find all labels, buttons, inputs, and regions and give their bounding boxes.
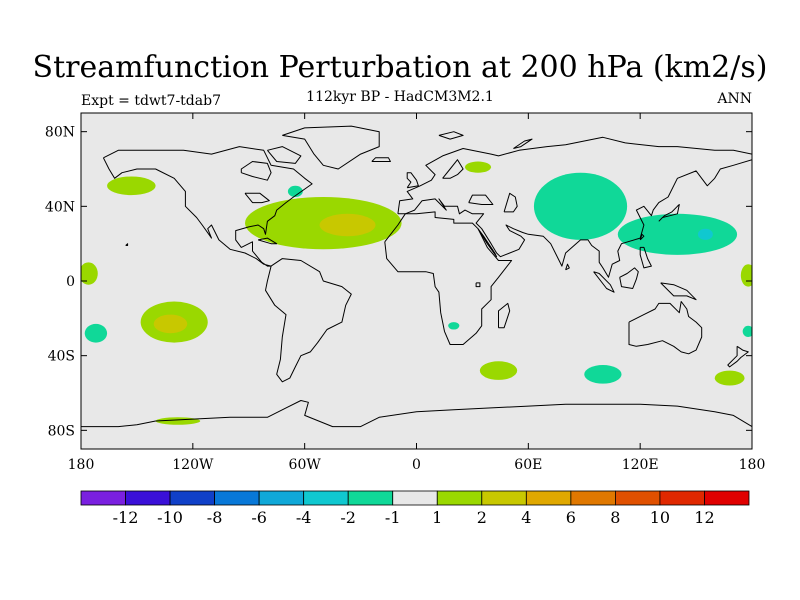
anomaly-s-atlantic-positive	[479, 361, 518, 380]
experiment-label: Expt = tdwt7-tdab7	[81, 93, 221, 109]
legend-label: -6	[251, 508, 267, 527]
coast-north-america	[102, 146, 313, 267]
anomaly-caspian-positive	[464, 161, 492, 173]
map-background	[81, 113, 752, 449]
lon-tick-label: 60E	[514, 457, 542, 473]
legend-swatch	[214, 490, 260, 506]
coast-cuba	[257, 237, 278, 245]
coast-sumatra	[593, 271, 615, 293]
coast-borneo	[619, 267, 639, 289]
anomaly-pacific-negative-core	[697, 228, 713, 240]
lon-tick-label: 120W	[172, 457, 214, 473]
coastlines	[81, 125, 752, 440]
plot-title: Streamfunction Perturbation at 200 hPa (…	[32, 50, 768, 85]
lon-tick-label: 180	[739, 457, 766, 473]
coast-south-america	[265, 258, 352, 383]
legend-swatch	[570, 490, 616, 506]
lat-tick-label: 80N	[45, 125, 75, 141]
legend-swatch	[169, 490, 215, 506]
coast-new-guinea	[660, 282, 697, 301]
legend-label: -2	[340, 508, 356, 527]
coast-taiwan	[639, 233, 645, 241]
anomaly-s-ocean-positive	[714, 370, 745, 386]
lat-tick-label: 0	[66, 274, 75, 290]
coast-sri-lanka	[565, 263, 570, 271]
coast-hawaii	[125, 243, 129, 246]
coast-eurasia	[397, 136, 752, 278]
legend-swatch	[659, 490, 705, 506]
coast-baffin-island	[267, 146, 302, 164]
legend-swatch	[80, 490, 126, 506]
coast-madagascar	[498, 302, 511, 329]
anomaly-east-pacific-positive	[81, 262, 98, 285]
legend-label: -4	[296, 508, 312, 527]
legend-label: 2	[477, 508, 487, 527]
lat-tick-label: 40N	[45, 199, 75, 215]
season-label: ANN	[717, 91, 752, 107]
legend-swatch	[392, 490, 438, 506]
lake-black-sea	[468, 194, 494, 205]
anomaly-fields	[81, 161, 752, 425]
anomaly-s-indian-negative	[584, 365, 622, 384]
anomaly-atlantic-positive-inner	[319, 213, 376, 237]
legend-label: -10	[157, 508, 183, 527]
coast-novaya-zemlya	[513, 138, 533, 149]
legend-label: -1	[385, 508, 401, 527]
color-legend: -12 -10 -8 -6 -4 -2 -1 1 2 4 6 8 10 12	[80, 490, 750, 527]
coast-australia	[628, 301, 703, 355]
legend-swatch	[525, 490, 572, 506]
axis-ticks: 80N 40N 0 40S 80S 180 120W 60W 0 60E 120E 180	[45, 113, 765, 473]
coast-british-isles	[406, 172, 419, 189]
legend-label: -12	[113, 508, 139, 527]
lake-hudson-bay	[240, 161, 272, 181]
coast-philippines	[639, 246, 652, 269]
anomaly-asia-negative-west	[533, 172, 628, 240]
anomaly-canada-negative	[287, 185, 303, 197]
legend-swatch	[347, 490, 394, 506]
lake-red-sea	[477, 228, 498, 258]
coast-svalbard	[438, 131, 464, 140]
period-model-label: 112kyr BP - HadCM3M2.1	[306, 89, 494, 105]
legend-label: -8	[207, 508, 223, 527]
legend-label: 1	[432, 508, 442, 527]
lon-tick-label: 0	[412, 457, 421, 473]
lake-baltic-sea	[442, 159, 464, 179]
legend-label: 4	[521, 508, 531, 527]
anomaly-s-pacific-positive-inner	[153, 314, 188, 334]
anomaly-asia-negative-east	[617, 213, 738, 255]
coast-africa	[384, 211, 513, 345]
lat-tick-label: 80S	[48, 423, 75, 439]
legend-swatch	[125, 490, 171, 506]
lake-lake-victoria	[475, 282, 481, 288]
anomaly-far-east-positive	[740, 264, 752, 287]
legend-swatch	[258, 490, 305, 506]
coast-antarctica	[81, 400, 752, 440]
lat-tick-label: 40S	[48, 349, 75, 365]
legend-label: 12	[694, 508, 714, 527]
coast-new-zealand	[727, 345, 749, 368]
lake-great-lakes	[244, 192, 270, 204]
legend-swatch	[481, 490, 527, 506]
lon-tick-label: 60W	[289, 457, 322, 473]
legend-label: 6	[566, 508, 576, 527]
legend-label: 10	[650, 508, 670, 527]
coast-greenland	[282, 125, 380, 170]
anomaly-e-australia-negative	[742, 325, 752, 337]
legend-swatch	[436, 490, 483, 506]
legend-swatch	[303, 490, 349, 506]
lon-tick-label: 180	[68, 457, 95, 473]
legend-swatch	[704, 490, 750, 506]
coast-japan	[658, 204, 680, 222]
anomaly-s-africa-negative	[448, 322, 460, 330]
anomaly-s-pacific-negative	[84, 323, 108, 343]
coast-iceland	[371, 157, 391, 162]
anomaly-n-pacific-positive	[107, 176, 156, 196]
legend-label: 8	[610, 508, 620, 527]
lon-tick-label: 120E	[622, 457, 659, 473]
legend-swatch	[615, 490, 661, 506]
lake-caspian-sea	[503, 192, 518, 213]
